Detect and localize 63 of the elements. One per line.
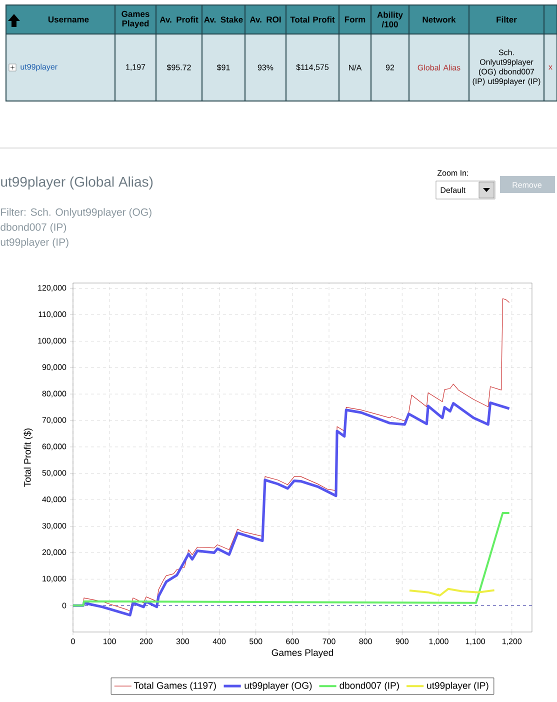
line-series [72, 512, 510, 607]
y-tick-label: 110,000 [38, 311, 66, 318]
legend-label: ut99player (OG) [244, 682, 312, 691]
text: x [548, 65, 552, 70]
x-tick-label: 100 [104, 638, 116, 644]
category-label: Network [422, 16, 456, 23]
y-tick-label: 120,000 [38, 284, 66, 292]
category-label: Games Played [122, 10, 150, 28]
chart-subtitle: Filter: Sch. Onlyut99player (OG) [1, 208, 152, 218]
y-tick-label: 70,000 [42, 417, 66, 424]
y-tick-label: 40,000 [42, 496, 66, 504]
text: N/A [348, 64, 362, 70]
y-tick-label: 50,000 [42, 470, 66, 477]
y-tick-label: 100,000 [38, 338, 66, 344]
x-tick-label: 1,200 [502, 638, 522, 646]
y-tick-label: 20,000 [42, 549, 66, 556]
x-tick-label: 0 [71, 638, 75, 644]
text: Remove [512, 182, 542, 188]
y-tick-label: 80,000 [42, 390, 66, 398]
x-tick-label: 300 [176, 638, 190, 644]
text: $91 [216, 64, 230, 71]
y-tick-label: 60,000 [42, 444, 66, 450]
category-label: Form [344, 16, 366, 22]
text: dbond007 (IP) [0, 223, 66, 233]
x-tick-label: 1,100 [466, 638, 485, 646]
x-tick-label: 1,000 [429, 638, 448, 646]
x-tick-label: 700 [322, 638, 336, 644]
text: Default [440, 187, 466, 193]
x-tick-label: 900 [396, 638, 409, 644]
text: $95.72 [166, 64, 191, 71]
legend-label: Total Games (1197) [134, 682, 216, 691]
category-label: Filter [496, 16, 517, 23]
y-axis-title: Total Profit ($) [24, 428, 33, 487]
line-series [72, 401, 511, 616]
y-tick-label: 0 [62, 602, 66, 608]
text: 92 [386, 64, 394, 70]
x-axis-title: Games Played [272, 649, 334, 658]
text: ut99player (IP) [0, 238, 68, 248]
chart-title: ut99player (Global Alias) [1, 176, 153, 190]
category-label: Username [48, 16, 89, 22]
text: 1,197 [126, 64, 146, 71]
legend-label: ut99player (IP) [427, 682, 488, 691]
x-tick-label: 500 [250, 638, 262, 644]
category-label: Av. Stake [204, 16, 243, 23]
text: $114,575 [296, 64, 329, 71]
x-tick-label: 800 [359, 638, 372, 644]
x-tick-label: 600 [286, 638, 299, 644]
text: Sch. Onlyut99player (OG) dbond007 (IP) ut99player (IP) [472, 49, 540, 86]
y-tick-label: 30,000 [42, 522, 66, 530]
text: Global Alias [418, 64, 460, 70]
text: ut99player [20, 64, 58, 72]
line-series [408, 588, 496, 597]
category-label: Av. Profit [160, 16, 198, 23]
x-tick-label: 400 [212, 638, 226, 644]
legend-label: dbond007 (IP) [340, 682, 399, 691]
category-label: Ability /100 [377, 12, 403, 28]
y-tick-label: 10,000 [42, 576, 66, 582]
y-tick-label: 90,000 [42, 364, 66, 371]
x-tick-label: 200 [140, 638, 153, 644]
category-label: Total Profit [290, 16, 335, 23]
text: Zoom In: [437, 170, 468, 176]
text: 93% [258, 64, 274, 70]
category-label: Av. ROI [250, 16, 281, 23]
